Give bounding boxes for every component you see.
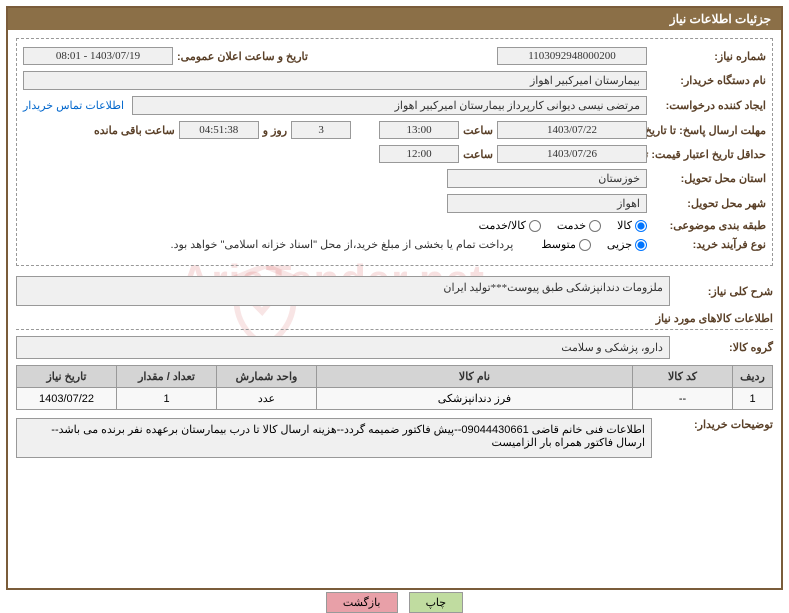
td-qty: 1 (117, 388, 217, 410)
desc-label: شرح کلی نیاز: (674, 285, 773, 298)
td-code: -- (633, 388, 733, 410)
announce-date-value: 1403/07/19 - 08:01 (23, 47, 173, 65)
th-unit: واحد شمارش (217, 366, 317, 388)
radio-medium[interactable] (579, 239, 591, 251)
buyer-org-value: بیمارستان امیرکبیر اهواز (23, 71, 647, 90)
buyer-notes-text: اطلاعات فنی خانم قاضی 09044430661--پیش ف… (16, 418, 652, 458)
td-unit: عدد (217, 388, 317, 410)
panel-header: جزئیات اطلاعات نیاز (8, 8, 781, 30)
need-number-label: شماره نیاز: (651, 50, 766, 63)
th-row: ردیف (733, 366, 773, 388)
contact-link[interactable]: اطلاعات تماس خریدار (23, 99, 124, 112)
td-date: 1403/07/22 (17, 388, 117, 410)
radio-service[interactable] (589, 220, 601, 232)
deadline-label: مهلت ارسال پاسخ: تا تاریخ: (651, 124, 766, 137)
radio-goods-label: کالا (617, 219, 632, 232)
desc-text: ملزومات دندانپزشکی طبق پیوست***تولید ایر… (16, 276, 670, 306)
radio-medium-label: متوسط (541, 238, 576, 251)
td-row: 1 (733, 388, 773, 410)
th-qty: تعداد / مقدار (117, 366, 217, 388)
deadline-date-value: 1403/07/22 (497, 121, 647, 139)
print-button[interactable]: چاپ (409, 592, 464, 613)
buyer-org-label: نام دستگاه خریدار: (651, 74, 766, 87)
requester-label: ایجاد کننده درخواست: (651, 99, 766, 112)
radio-both[interactable] (529, 220, 541, 232)
city-value: اهواز (447, 194, 647, 213)
days-remain-label: روز و (263, 124, 287, 137)
time-label-1: ساعت (463, 124, 493, 137)
province-value: خوزستان (447, 169, 647, 188)
buyer-notes-label: توضیحات خریدار: (658, 418, 773, 431)
back-button[interactable]: بازگشت (326, 592, 398, 613)
td-name: فرز دندانپزشکی (317, 388, 633, 410)
hours-remain-value: 04:51:38 (179, 121, 259, 139)
process-note: پرداخت تمام یا بخشی از مبلغ خرید،از محل … (171, 238, 514, 251)
requester-value: مرتضی نیسی دیوانی کارپرداز بیمارستان امی… (132, 96, 647, 115)
th-code: کد کالا (633, 366, 733, 388)
table-row: 1 -- فرز دندانپزشکی عدد 1 1403/07/22 (17, 388, 773, 410)
time-label-2: ساعت (463, 148, 493, 161)
process-label: نوع فرآیند خرید: (651, 238, 766, 251)
announce-date-label: تاریخ و ساعت اعلان عمومی: (177, 50, 308, 63)
radio-goods[interactable] (635, 220, 647, 232)
need-number-value: 1103092948000200 (497, 47, 647, 65)
goods-table: ردیف کد کالا نام کالا واحد شمارش تعداد /… (16, 365, 773, 410)
city-label: شهر محل تحویل: (651, 197, 766, 210)
category-label: طبقه بندی موضوعی: (651, 219, 766, 232)
main-fieldset: شماره نیاز: 1103092948000200 تاریخ و ساع… (16, 38, 773, 266)
radio-both-label: کالا/خدمت (479, 219, 526, 232)
th-date: تاریخ نیاز (17, 366, 117, 388)
validity-time-value: 12:00 (379, 145, 459, 163)
group-label: گروه کالا: (674, 341, 773, 354)
days-remain-value: 3 (291, 121, 351, 139)
th-name: نام کالا (317, 366, 633, 388)
province-label: استان محل تحویل: (651, 172, 766, 185)
goods-section-title: اطلاعات کالاهای مورد نیاز (16, 312, 773, 330)
validity-date-value: 1403/07/26 (497, 145, 647, 163)
hours-remain-label: ساعت باقی مانده (94, 124, 175, 137)
validity-label: حداقل تاریخ اعتبار قیمت: تا تاریخ: (651, 148, 766, 161)
deadline-time-value: 13:00 (379, 121, 459, 139)
radio-small-label: جزیی (607, 238, 632, 251)
radio-small[interactable] (635, 239, 647, 251)
radio-service-label: خدمت (557, 219, 586, 232)
group-value: دارو، پزشکی و سلامت (16, 336, 670, 359)
